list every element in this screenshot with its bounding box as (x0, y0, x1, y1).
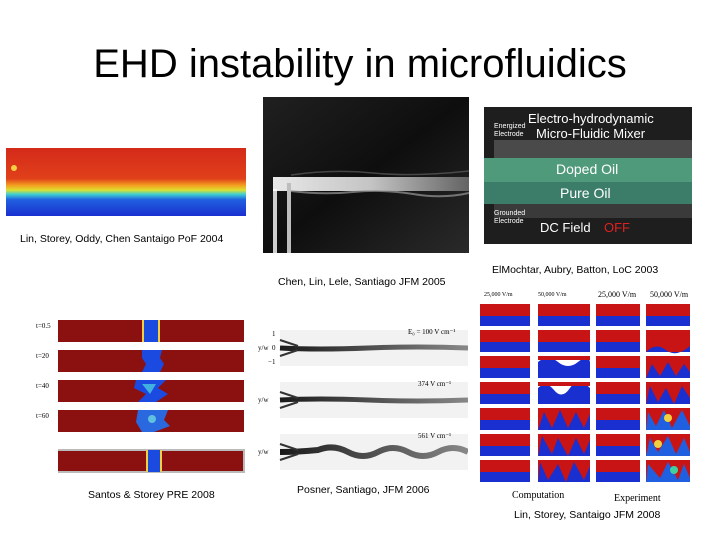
doped-oil-layer (484, 158, 692, 182)
mixer-title-line2: Micro-Fluidic Mixer (536, 126, 646, 141)
caption-chen-jfm: Chen, Lin, Lele, Santiago JFM 2005 (278, 276, 446, 288)
caption-lin-jfm: Lin, Storey, Santaigo JFM 2008 (514, 509, 661, 521)
posner-axis-label: y/w (258, 396, 269, 404)
dc-field-label: DC Field (540, 220, 591, 235)
posner-panels: E₀ = 100 V cm⁻¹ 374 V cm⁻¹ 561 V cm⁻¹ y/… (258, 326, 468, 476)
energized-electrode (494, 140, 692, 158)
santos-time-label: t=20 (36, 352, 49, 360)
grounded-label-line1: Grounded (494, 210, 526, 217)
posner-field-label: E₀ = 100 V cm⁻¹ (408, 328, 456, 336)
santos-time-label: t=0.5 (36, 322, 51, 330)
santos-time-label: t=40 (36, 382, 49, 390)
caption-experiment: Experiment (614, 493, 661, 504)
pure-oil-label: Pure Oil (560, 185, 611, 201)
posner-tick: 1 (272, 330, 276, 338)
posner-field-label: 561 V cm⁻¹ (418, 432, 452, 440)
caption-lin-pof: Lin, Storey, Oddy, Chen Santaigo PoF 200… (20, 233, 224, 245)
caption-posner: Posner, Santiago, JFM 2006 (297, 484, 430, 496)
ehd-mixer-image: Electro-hydrodynamic Micro-Fluidic Mixer… (484, 107, 692, 244)
caption-computation: Computation (512, 490, 565, 501)
santos-time-label: t=60 (36, 412, 49, 420)
dc-field-state: OFF (604, 220, 630, 235)
grid-column-header: 50,000 V/m (538, 292, 567, 298)
posner-tick: 0 (272, 344, 276, 352)
posner-field-label: 374 V cm⁻¹ (418, 380, 452, 388)
mixer-title-line1: Electro-hydrodynamic (528, 111, 654, 126)
posner-axis-label: y/w (258, 448, 269, 456)
grid-column-header: 50,000 V/m (650, 290, 689, 299)
slide-title: EHD instability in microfluidics (93, 42, 627, 86)
posner-axis-label: y/w (258, 344, 269, 352)
interface-simulation-image (6, 148, 246, 216)
posner-tick: −1 (268, 358, 276, 366)
santos-panels: t=0.5 t=20 t=40 t=60 (36, 318, 246, 478)
doped-oil-label: Doped Oil (556, 161, 619, 177)
lin-grid-panels: 25,000 V/m 50,000 V/m 25,000 V/m 50,000 … (478, 290, 692, 488)
grid-column-header: 25,000 V/m (598, 290, 637, 299)
energized-label-line1: Energized (494, 123, 526, 130)
pure-oil-layer (484, 182, 692, 204)
grounded-label-line2: Electrode (494, 218, 524, 225)
caption-santos: Santos & Storey PRE 2008 (88, 489, 215, 501)
grid-column-header: 25,000 V/m (484, 292, 513, 298)
jet-flow-image (263, 97, 469, 253)
energized-label-line2: Electrode (494, 131, 524, 138)
caption-elmochtar: ElMochtar, Aubry, Batton, LoC 2003 (492, 264, 659, 276)
grounded-electrode (494, 204, 692, 218)
